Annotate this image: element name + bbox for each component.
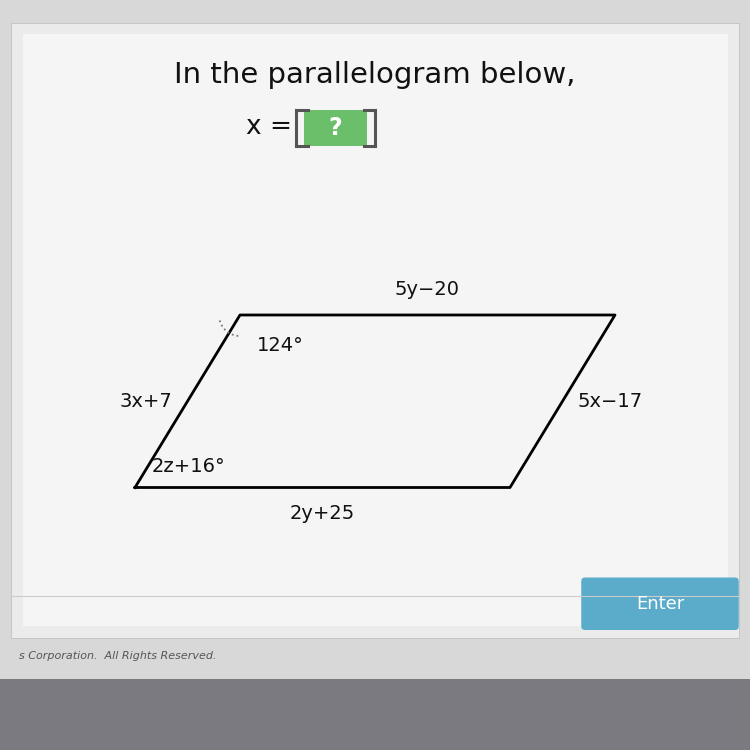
FancyBboxPatch shape: [0, 679, 750, 750]
Text: 2z+16°: 2z+16°: [152, 458, 225, 476]
Text: Enter: Enter: [636, 595, 684, 613]
FancyBboxPatch shape: [304, 110, 368, 146]
Text: 5x−17: 5x−17: [578, 392, 643, 411]
Text: 124°: 124°: [256, 336, 303, 355]
Text: x =: x =: [246, 115, 300, 140]
Text: ?: ?: [328, 116, 343, 140]
Text: 3x+7: 3x+7: [120, 392, 172, 411]
Text: 5y−20: 5y−20: [395, 280, 460, 298]
Text: In the parallelogram below,: In the parallelogram below,: [174, 61, 576, 89]
FancyBboxPatch shape: [11, 22, 739, 638]
Text: 2y+25: 2y+25: [290, 504, 356, 523]
FancyBboxPatch shape: [581, 578, 739, 630]
FancyBboxPatch shape: [22, 34, 728, 626]
Text: s Corporation.  All Rights Reserved.: s Corporation. All Rights Reserved.: [19, 651, 216, 662]
